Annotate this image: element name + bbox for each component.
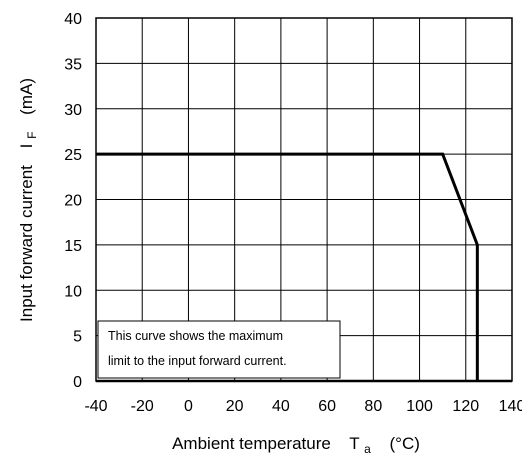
y-tick-label: 35 bbox=[64, 56, 82, 73]
x-tick-label: -40 bbox=[84, 398, 107, 415]
tick-labels: -40 -20 0 20 40 60 80 100 120 140 0 5 10 15 20 25 30 35 40 bbox=[64, 11, 522, 415]
y-tick-label: 0 bbox=[73, 374, 82, 391]
y-tick-label: 40 bbox=[64, 11, 82, 28]
x-tick-label: -20 bbox=[131, 398, 154, 415]
annotation-rect bbox=[97, 320, 341, 379]
y-axis-label: Input forward current I F (mA) bbox=[17, 78, 40, 322]
x-tick-label: 0 bbox=[184, 398, 193, 415]
annotation-line: limit to the input forward current. bbox=[108, 354, 287, 368]
x-tick-label: 80 bbox=[364, 398, 382, 415]
y-axis-label-text: Input forward current bbox=[17, 165, 36, 322]
y-axis-label-unit: (mA) bbox=[17, 78, 36, 115]
x-tick-label: 120 bbox=[452, 398, 479, 415]
x-tick-label: 100 bbox=[406, 398, 433, 415]
x-axis-label-text: Ambient temperature bbox=[172, 434, 331, 453]
plot-frame bbox=[95, 17, 513, 383]
y-tick-label: 20 bbox=[64, 193, 82, 210]
x-axis-label-symbol: T bbox=[349, 434, 359, 453]
x-tick-label: 140 bbox=[499, 398, 522, 415]
annotation-line: This curve shows the maximum bbox=[108, 329, 283, 343]
x-tick-label: 20 bbox=[226, 398, 244, 415]
y-axis-label-symbol: I bbox=[17, 144, 36, 149]
y-tick-label: 15 bbox=[64, 238, 82, 255]
annotation-box: This curve shows the maximum limit to the… bbox=[97, 320, 341, 379]
x-axis-label: Ambient temperature T a (°C) bbox=[172, 434, 420, 457]
y-tick-label: 10 bbox=[64, 283, 82, 300]
x-tick-label: 60 bbox=[318, 398, 336, 415]
y-tick-label: 30 bbox=[64, 102, 82, 119]
derating-curve bbox=[96, 152, 479, 381]
x-axis-label-subscript: a bbox=[364, 442, 371, 456]
x-axis-label-unit: (°C) bbox=[390, 434, 420, 453]
x-tick-label: 40 bbox=[272, 398, 290, 415]
y-tick-label: 25 bbox=[64, 147, 82, 164]
y-axis-label-subscript: F bbox=[25, 132, 39, 139]
y-tick-label: 5 bbox=[73, 329, 82, 346]
